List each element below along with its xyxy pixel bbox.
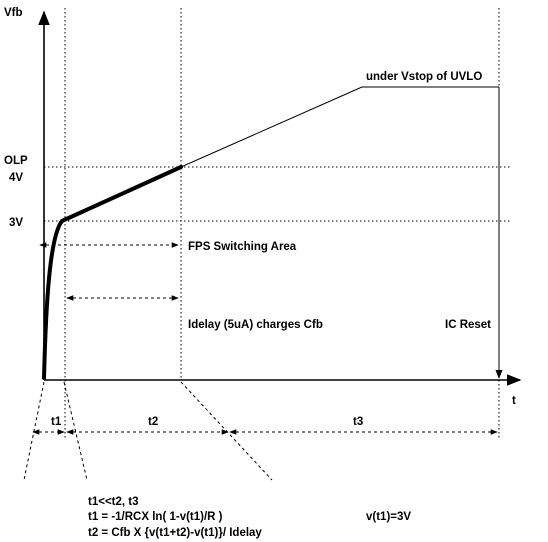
tick-4v: 4V: [9, 172, 23, 184]
t3-label: t3: [353, 416, 363, 428]
ic-reset-label: IC Reset: [445, 319, 491, 331]
eq-line-1: t1<<t2, t3: [88, 496, 139, 508]
vfb-idelay-ramp: [60, 165, 183, 223]
y-axis-label: Vfb: [4, 7, 23, 19]
proj-t2: [180, 381, 273, 481]
vfb-rc-charge-curve: [42, 219, 64, 380]
olp-label: OLP: [4, 155, 28, 167]
eq-condition: v(t1)=3V: [366, 511, 411, 523]
eq-line-2: t1 = -1/RCX ln( 1-v(t1)/R ): [88, 511, 223, 523]
eq-line-3: t2 = Cfb X {v(t1+t2)-v(t1)}/ Idelay: [88, 527, 262, 539]
t1-label: t1: [51, 416, 62, 428]
fps-area-label: FPS Switching Area: [188, 241, 297, 253]
tick-3v: 3V: [9, 217, 23, 229]
x-axis-label: t: [512, 395, 516, 407]
t2-label: t2: [148, 416, 158, 428]
uvlo-label: under Vstop of UVLO: [366, 71, 482, 83]
proj-t1-right: [63, 381, 88, 481]
proj-t1-left: [23, 381, 45, 481]
idelay-label: Idelay (5uA) charges Cfb: [188, 319, 323, 331]
vfb-ramp-to-uvlo: [180, 86, 363, 168]
